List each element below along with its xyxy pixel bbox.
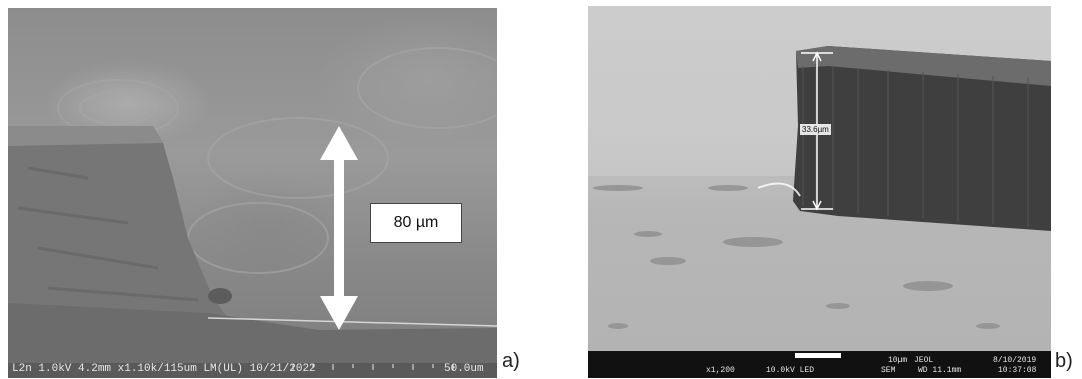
mode-text-b: SEM	[881, 366, 896, 375]
scale-ticks-a	[292, 364, 454, 370]
measurement-arrow-a	[320, 126, 358, 330]
magnification-text-b: x1,200	[706, 366, 735, 375]
scale-label-a: 50.0um	[444, 363, 484, 375]
measurement-line-b	[801, 51, 833, 211]
voltage-text-b: 10.0kV LED	[766, 366, 815, 375]
measurement-label-b: 33.6µm	[800, 124, 831, 135]
panel-letter-b: b)	[1055, 350, 1073, 372]
scale-bar-b	[795, 353, 841, 358]
brand-text-b: JEOL	[914, 356, 934, 365]
sem-scene-b	[588, 6, 1051, 378]
info-bar-a	[8, 363, 497, 378]
sem-scene-a	[8, 47, 497, 378]
panel-letter-a: a)	[502, 350, 520, 372]
surface-spots-b	[593, 185, 1000, 329]
base-surface-a	[8, 303, 497, 368]
info-text-a: L2n 1.0kV 4.2mm x1.10k/115um LM(UL) 10/2…	[12, 363, 316, 375]
scale-label-b: 10µm	[888, 356, 908, 365]
measurement-label-a: 80 µm	[370, 203, 462, 243]
sem-image-a: 80 µm L2n 1.0kV 4.2mm x1.10k/115um LM(UL…	[8, 8, 497, 378]
wd-text-b: WD 11.1mm	[918, 366, 962, 375]
sem-image-b: 33.6µm x1,200 10.0kV LED 10µm JEOL SEM W…	[588, 6, 1051, 378]
date-text-b: 8/10/2019	[993, 356, 1037, 365]
time-text-b: 10:37:08	[998, 366, 1037, 375]
